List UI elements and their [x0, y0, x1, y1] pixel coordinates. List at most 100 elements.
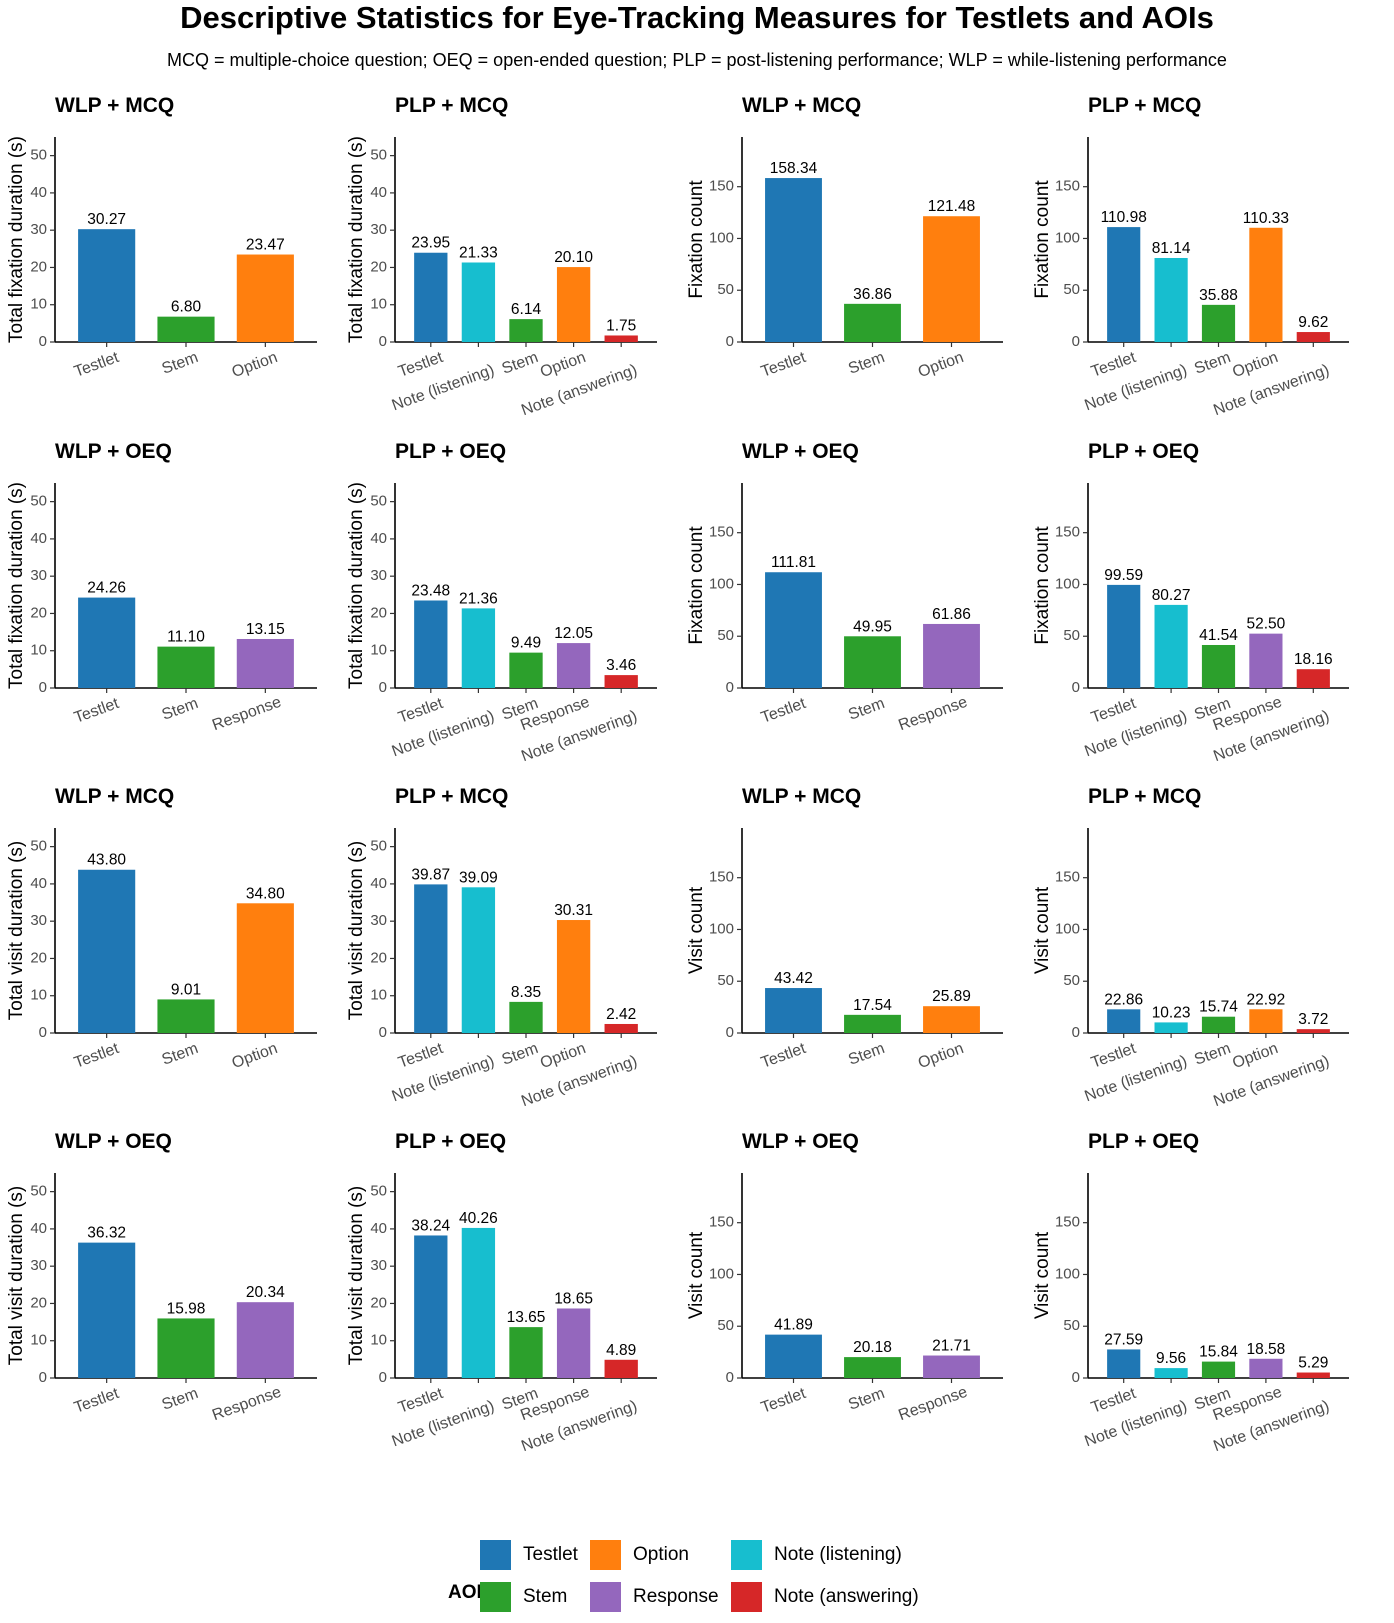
y-tick-label: 30	[370, 567, 387, 584]
y-tick-label: 30	[30, 1257, 47, 1274]
bar-response	[236, 638, 294, 688]
bar-note-answering	[1296, 332, 1330, 342]
data-label: 15.74	[1199, 999, 1238, 1016]
y-tick-label: 150	[709, 1214, 734, 1231]
data-label: 41.54	[1199, 627, 1238, 644]
data-label: 4.89	[606, 1342, 636, 1359]
x-tick-label: Option	[1230, 349, 1280, 381]
bar-note-answering	[604, 335, 638, 342]
x-tick-label: Stem	[160, 695, 201, 724]
x-tick-label: Response	[896, 1384, 970, 1425]
bar-stem	[509, 1327, 543, 1378]
x-tick-label: Testlet	[396, 1040, 446, 1072]
x-tick-label: Testlet	[1089, 349, 1139, 381]
y-tick-label: 20	[30, 1294, 47, 1311]
x-tick-label: Testlet	[396, 1385, 446, 1417]
bar-option	[923, 216, 980, 342]
data-label: 110.98	[1101, 209, 1147, 226]
legend-swatch	[480, 1582, 511, 1612]
data-label: 24.26	[87, 580, 126, 597]
legend-label: Response	[633, 1586, 719, 1607]
legend-label: Note (answering)	[774, 1586, 919, 1607]
y-tick-label: 30	[370, 221, 387, 238]
y-tick-label: 20	[370, 604, 387, 621]
y-tick-label: 30	[370, 912, 387, 929]
panel-13: WLP + OEQ Total visit duration (s) 0 10 20 30…	[6, 1130, 317, 1424]
data-label: 81.14	[1152, 240, 1191, 257]
y-tick-label: 50	[1063, 627, 1080, 644]
bar-testlet	[765, 178, 822, 342]
data-label: 39.09	[459, 869, 498, 886]
bar-note-answering	[1296, 1372, 1330, 1378]
panel-title: WLP + MCQ	[742, 785, 861, 808]
x-tick-label: Stem	[500, 349, 541, 378]
y-tick-label: 100	[1055, 920, 1080, 937]
data-label: 15.98	[167, 1300, 206, 1317]
panel-7: WLP + OEQ Fixation count 0 50 100 150 111.81 Te…	[686, 440, 1003, 734]
y-tick-label: 10	[370, 987, 387, 1004]
data-label: 49.95	[853, 618, 892, 635]
y-tick-label: 50	[30, 493, 47, 510]
y-tick-label: 150	[709, 869, 734, 886]
y-tick-label: 0	[1072, 1369, 1080, 1386]
y-axis-label: Visit count	[686, 886, 707, 974]
data-label: 43.80	[87, 852, 126, 869]
y-axis-label: Total visit duration (s)	[346, 1186, 367, 1366]
panel-title: WLP + MCQ	[742, 94, 861, 117]
x-tick-label: Testlet	[759, 695, 809, 727]
panel-14: PLP + OEQ Total visit duration (s) 0 10 20 30…	[346, 1130, 657, 1455]
bar-note-listening	[461, 887, 496, 1033]
panel-2: PLP + MCQ Total fixation duration (s) 0 10 2…	[346, 94, 657, 419]
bar-response	[1249, 633, 1283, 688]
bar-note-listening	[1154, 604, 1188, 688]
y-tick-label: 150	[709, 178, 734, 195]
panel-3: WLP + MCQ Fixation count 0 50 100 150 158.34 Te…	[686, 94, 1003, 381]
data-label: 99.59	[1104, 567, 1143, 584]
data-label: 39.87	[411, 866, 450, 883]
data-label: 121.48	[928, 198, 975, 215]
panel-8: PLP + OEQ Fixation count 0 50 100 150 99.59 Tes…	[1032, 440, 1349, 765]
bar-stem	[844, 1357, 901, 1378]
bar-stem	[157, 646, 215, 688]
y-tick-label: 50	[717, 1317, 734, 1334]
x-tick-label: Note (answering)	[519, 1053, 639, 1111]
y-tick-label: 100	[709, 229, 734, 246]
bar-response	[923, 1355, 980, 1378]
x-tick-label: Option	[1230, 1040, 1280, 1072]
bar-testlet	[1107, 1009, 1141, 1033]
panel-title: WLP + OEQ	[742, 1130, 859, 1153]
bar-option	[556, 267, 591, 342]
data-label: 11.10	[167, 629, 205, 646]
y-tick-label: 150	[1055, 1214, 1080, 1231]
x-tick-label: Stem	[846, 349, 887, 378]
data-label: 6.80	[171, 299, 202, 316]
bar-response	[556, 1308, 591, 1378]
y-tick-label: 100	[709, 1265, 734, 1282]
bar-stem	[844, 303, 901, 342]
y-tick-label: 0	[39, 679, 47, 696]
x-tick-label: Testlet	[759, 1385, 809, 1417]
y-axis-label: Visit count	[1032, 1231, 1053, 1319]
panel-title: WLP + OEQ	[742, 440, 859, 463]
y-axis-label: Visit count	[686, 1231, 707, 1319]
y-tick-label: 20	[30, 258, 47, 275]
y-tick-label: 150	[709, 524, 734, 541]
y-tick-label: 30	[30, 912, 47, 929]
panel-10: PLP + MCQ Total visit duration (s) 0 10 20 30…	[346, 785, 657, 1110]
y-axis-label: Fixation count	[686, 180, 707, 299]
y-axis-label: Fixation count	[1032, 180, 1053, 299]
bar-option	[236, 903, 294, 1033]
y-tick-label: 30	[370, 1257, 387, 1274]
y-axis-label: Total visit duration (s)	[6, 841, 27, 1021]
data-label: 13.15	[246, 621, 285, 638]
bar-stem	[509, 1001, 543, 1033]
data-label: 22.92	[1247, 991, 1286, 1008]
data-label: 2.42	[606, 1006, 636, 1023]
x-tick-label: Stem	[1192, 1040, 1233, 1069]
x-tick-label: Option	[916, 1040, 966, 1072]
panel-title: WLP + OEQ	[55, 1130, 172, 1153]
x-tick-label: Testlet	[396, 695, 446, 727]
data-label: 9.62	[1298, 314, 1328, 331]
y-tick-label: 50	[30, 147, 47, 164]
x-tick-label: Stem	[1192, 349, 1233, 378]
